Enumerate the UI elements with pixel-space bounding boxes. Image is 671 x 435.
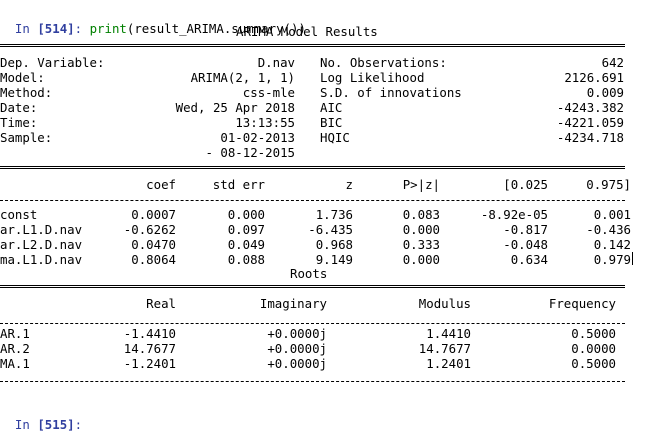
row-value: -0.6262	[123, 222, 176, 237]
dashed-rule	[0, 381, 625, 382]
row-name: const	[0, 207, 38, 222]
roots-header-cell: Imaginary	[259, 296, 327, 311]
row-value: 0.000	[402, 252, 440, 267]
row-value: 1.736	[315, 207, 353, 222]
row-value: -8.92e-05	[480, 207, 548, 222]
input-cell-515[interactable]: In [515]:	[0, 402, 82, 432]
row-name: AR.2	[0, 341, 30, 356]
row-value: 0.001	[593, 207, 631, 222]
info-right-label: Log Likelihood	[320, 70, 425, 85]
info-left-label: Model:	[0, 70, 45, 85]
row-name: ar.L2.D.nav	[0, 237, 83, 252]
row-value: 0.097	[227, 222, 265, 237]
coef-header-cell: coef	[146, 177, 176, 192]
info-left-value: D.nav	[257, 55, 295, 70]
roots-header-cell: Real	[146, 296, 176, 311]
row-value: 0.0470	[131, 237, 176, 252]
info-right-label: HQIC	[320, 130, 350, 145]
row-value: -1.4410	[123, 326, 176, 341]
info-right-label: S.D. of innovations	[320, 85, 462, 100]
info-right-value: -4221.059	[556, 115, 624, 130]
double-rule	[0, 166, 625, 169]
roots-title: Roots	[290, 266, 328, 281]
row-name: AR.1	[0, 326, 30, 341]
row-value: 0.634	[510, 252, 548, 267]
row-value: 0.088	[227, 252, 265, 267]
info-right-value: -4243.382	[556, 100, 624, 115]
info-right-value: 0.009	[586, 85, 624, 100]
row-value: 1.4410	[426, 326, 471, 341]
coef-header-cell: P>|z|	[402, 177, 440, 192]
info-left-value: css-mle	[242, 85, 295, 100]
info-right-label: No. Observations:	[320, 55, 447, 70]
info-right-label: BIC	[320, 115, 343, 130]
row-value: 0.8064	[131, 252, 176, 267]
dashed-rule	[0, 200, 625, 201]
row-value: 0.142	[593, 237, 631, 252]
input-cell-514[interactable]: In [514]: print(result_ARIMA.summary())	[0, 6, 306, 36]
row-name: ma.L1.D.nav	[0, 252, 83, 267]
row-value: +0.0000j	[267, 326, 327, 341]
text-cursor	[632, 252, 633, 265]
info-left-label: Date:	[0, 100, 38, 115]
info-right-value: 2126.691	[564, 70, 624, 85]
row-value: -0.817	[503, 222, 548, 237]
cell-prompt: In [514]:	[14, 21, 83, 36]
row-value: 0.968	[315, 237, 353, 252]
info-left-label: Time:	[0, 115, 38, 130]
coef-header-cell: [0.025	[503, 177, 548, 192]
row-value: 0.000	[402, 222, 440, 237]
row-value: 1.2401	[426, 356, 471, 371]
row-value: 9.149	[315, 252, 353, 267]
coef-header-cell: z	[345, 177, 353, 192]
row-value: 0.979	[593, 252, 631, 267]
dashed-rule	[0, 323, 625, 324]
info-left-value: ARIMA(2, 1, 1)	[190, 70, 295, 85]
row-name: MA.1	[0, 356, 30, 371]
coef-header-cell: 0.975]	[586, 177, 631, 192]
row-value: -1.2401	[123, 356, 176, 371]
info-left-label: Dep. Variable:	[0, 55, 105, 70]
row-value: 0.000	[227, 207, 265, 222]
row-value: +0.0000j	[267, 341, 327, 356]
row-value: 14.7677	[418, 341, 471, 356]
info-right-label: AIC	[320, 100, 343, 115]
cell-prompt: In [515]:	[14, 417, 83, 432]
row-value: -6.435	[308, 222, 353, 237]
roots-header-cell: Frequency	[548, 296, 616, 311]
info-left-label: Method:	[0, 85, 53, 100]
roots-header-cell: Modulus	[418, 296, 471, 311]
double-rule	[0, 44, 625, 47]
info-left-value: - 08-12-2015	[205, 145, 295, 160]
row-value: -0.048	[503, 237, 548, 252]
info-right-value: -4234.718	[556, 130, 624, 145]
info-left-value: 13:13:55	[235, 115, 295, 130]
row-value: -0.436	[586, 222, 631, 237]
info-left-value: 01-02-2013	[220, 130, 295, 145]
row-value: 14.7677	[123, 341, 176, 356]
row-value: 0.083	[402, 207, 440, 222]
info-right-value: 642	[601, 55, 624, 70]
info-left-label: Sample:	[0, 130, 53, 145]
double-rule	[0, 285, 625, 288]
row-value: 0.049	[227, 237, 265, 252]
info-left-value: Wed, 25 Apr 2018	[175, 100, 295, 115]
summary-title: ARIMA Model Results	[236, 24, 378, 39]
code-text[interactable]: print(result_ARIMA.summary())	[89, 21, 306, 36]
coef-header-cell: std err	[212, 177, 265, 192]
row-value: 0.5000	[571, 326, 616, 341]
row-value: 0.5000	[571, 356, 616, 371]
row-value: 0.0007	[131, 207, 176, 222]
row-value: 0.333	[402, 237, 440, 252]
row-name: ar.L1.D.nav	[0, 222, 83, 237]
row-value: +0.0000j	[267, 356, 327, 371]
row-value: 0.0000	[571, 341, 616, 356]
